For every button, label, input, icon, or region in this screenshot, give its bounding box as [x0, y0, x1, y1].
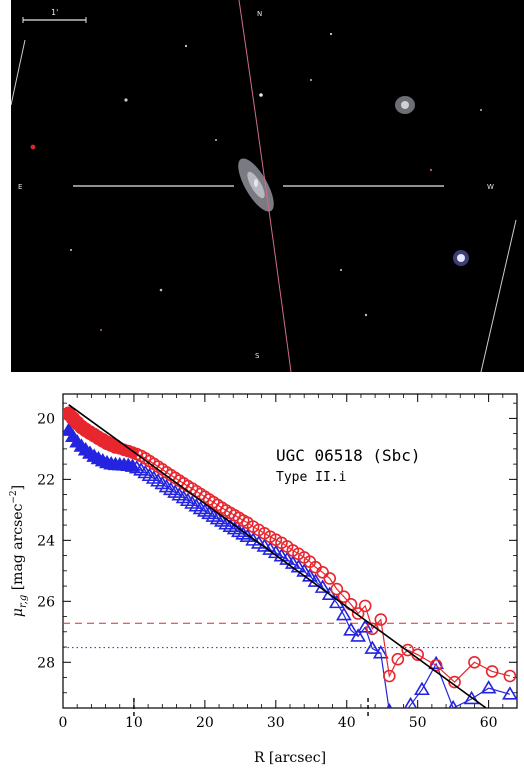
- y-tick-label: 26: [37, 594, 55, 610]
- r-band-point: [358, 599, 372, 613]
- g-band-point: [463, 690, 480, 705]
- g-band-series: [63, 422, 517, 725]
- g-band-point: [336, 606, 352, 621]
- target-galaxy: [238, 158, 274, 212]
- g-band-point: [480, 680, 497, 694]
- x-tick-labels: 0 10 20 30 40 50 60: [59, 715, 498, 731]
- r-band-point: [468, 655, 481, 669]
- x-tick-label: 60: [480, 715, 498, 731]
- x-tick-label: 30: [267, 715, 285, 731]
- minor-ticks: [63, 394, 518, 709]
- r-band-point: [485, 665, 499, 678]
- r-band-point: [503, 669, 517, 683]
- g-band-point: [414, 681, 430, 696]
- svg-text:μr,g [mag arcsec−2]: μr,g [mag arcsec−2]: [9, 485, 29, 617]
- g-band-point: [250, 535, 267, 549]
- surface-brightness-profile-panel: 0 10 20 30 40 50 60 20 22 24 26 28 R [arcsec] μr,g…: [0, 378, 524, 771]
- compass-west-label: W: [487, 183, 494, 191]
- g-band-point: [357, 619, 374, 633]
- compass-north-label: N: [257, 10, 262, 18]
- compass-east-label: E: [18, 183, 22, 191]
- scale-bar-label: 1': [51, 8, 58, 17]
- image-edge-left: [11, 39, 26, 106]
- g-band-point: [245, 532, 262, 546]
- satellite-trail: [238, 0, 292, 372]
- g-band-point: [273, 548, 290, 562]
- g-band-point: [404, 696, 418, 708]
- r-band-point: [383, 669, 396, 683]
- field-stars: [30, 32, 482, 331]
- g-band-point: [393, 714, 406, 725]
- g-band-point: [372, 645, 389, 659]
- y-tick-label: 28: [37, 655, 55, 671]
- image-edge-right: [480, 219, 517, 372]
- break-markers: [133, 698, 369, 718]
- surface-brightness-chart: 0 10 20 30 40 50 60 20 22 24 26 28 R [arcsec] μr,g…: [9, 393, 518, 766]
- g-band-point: [128, 460, 145, 474]
- galaxy-image-panel: 1' N S E W: [11, 0, 524, 372]
- r-band-point: [374, 613, 388, 626]
- y-axis-close: ]: [10, 485, 26, 490]
- plot-area: [63, 404, 517, 725]
- bright-star: [453, 250, 469, 266]
- y-axis-symbol: μ: [10, 608, 26, 617]
- x-tick-label: 20: [196, 715, 214, 731]
- y-tick-label: 24: [37, 533, 55, 549]
- x-tick-label: 50: [409, 715, 427, 731]
- annotation-title: UGC 06518 (Sbc): [276, 446, 421, 465]
- y-tick-labels: 20 22 24 26 28: [37, 411, 55, 671]
- r-band-point: [316, 566, 329, 579]
- g-band-point: [364, 640, 381, 654]
- g-band-point: [307, 573, 324, 587]
- r-band-point: [337, 590, 351, 604]
- g-band-point: [343, 622, 359, 636]
- g-band-point: [448, 699, 458, 708]
- y-axis-exponent: −2: [9, 490, 19, 503]
- galaxy-image: 1' N S E W: [11, 0, 524, 372]
- r-band-point: [351, 607, 365, 620]
- y-axis-unit: [mag arcsec: [10, 503, 26, 590]
- r-band-point: [323, 572, 337, 585]
- r-band-point: [401, 643, 415, 657]
- annotation-subtitle: Type II.i: [276, 470, 346, 485]
- x-tick-label: 40: [338, 715, 356, 731]
- y-axis-subscript: r,g: [18, 595, 29, 608]
- x-axis-title: R [arcsec]: [254, 750, 326, 766]
- g-band-point: [239, 528, 256, 543]
- x-tick-label: 0: [59, 715, 68, 731]
- r-band-point: [391, 652, 405, 666]
- g-band-point: [267, 544, 284, 559]
- compass-south-label: S: [255, 352, 260, 360]
- r-band-point: [330, 582, 344, 596]
- y-tick-label: 20: [37, 411, 55, 427]
- x-tick-label: 10: [125, 715, 143, 731]
- exponential-fit-line: [68, 404, 488, 708]
- g-band-point: [124, 458, 141, 472]
- y-tick-label: 22: [37, 472, 55, 488]
- g-band-point: [502, 686, 517, 700]
- y-axis-title: μr,g [mag arcsec−2]: [9, 485, 29, 617]
- g-band-point: [350, 628, 366, 642]
